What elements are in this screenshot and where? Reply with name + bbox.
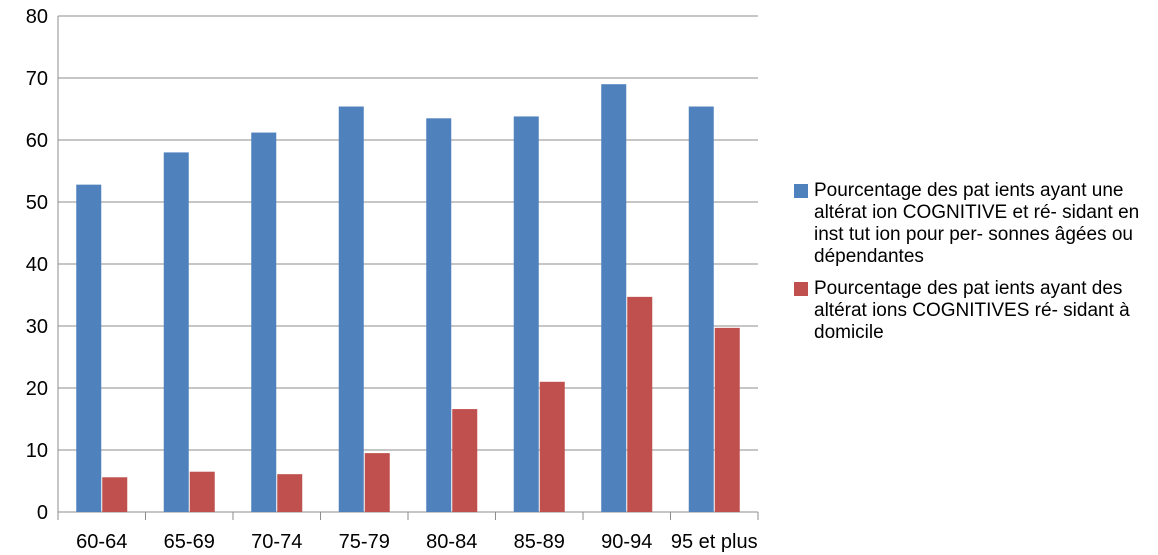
- y-tick-label: 60: [26, 130, 48, 152]
- bar-series-2-80-84: [452, 409, 478, 512]
- y-tick-label: 0: [37, 502, 48, 524]
- bar-series-2-95-et-plus: [714, 327, 740, 512]
- y-tick-label: 10: [26, 440, 48, 462]
- bar-series-2-70-74: [277, 474, 303, 512]
- legend-swatch-series-2: [794, 282, 808, 296]
- x-tick-label: 95 et plus: [671, 531, 758, 553]
- x-tick-label: 65-69: [164, 531, 215, 553]
- y-tick-label: 70: [26, 68, 48, 90]
- x-tick-label: 85-89: [514, 531, 565, 553]
- legend: Pourcentage des pat ients ayant une alté…: [794, 180, 1154, 354]
- x-tick-label: 60-64: [76, 531, 127, 553]
- x-tick-label: 80-84: [426, 531, 477, 553]
- bar-series-1-70-74: [251, 132, 277, 512]
- bar-series-2-65-69: [189, 471, 215, 512]
- bar-series-2-60-64: [102, 477, 128, 512]
- y-tick-label: 30: [26, 316, 48, 338]
- y-tick-label: 20: [26, 378, 48, 400]
- y-tick-label: 40: [26, 254, 48, 276]
- y-tick-label: 80: [26, 6, 48, 28]
- legend-label-series-2: Pourcentage des pat ients ayant des alté…: [814, 278, 1130, 343]
- x-tick-label: 75-79: [339, 531, 390, 553]
- bar-series-2-90-94: [627, 296, 653, 512]
- x-tick-label: 70-74: [251, 531, 302, 553]
- bar-series-1-75-79: [338, 106, 364, 513]
- bar-series-2-85-89: [539, 381, 565, 512]
- legend-label-series-1: Pourcentage des pat ients ayant une alté…: [814, 180, 1140, 267]
- x-tick-label: 90-94: [601, 531, 652, 553]
- legend-item-series-2: Pourcentage des pat ients ayant des alté…: [794, 278, 1154, 344]
- bar-series-1-65-69: [163, 152, 189, 512]
- legend-item-series-1: Pourcentage des pat ients ayant une alté…: [794, 180, 1154, 268]
- bar-series-1-80-84: [426, 118, 452, 513]
- legend-swatch-series-1: [794, 184, 808, 198]
- bar-series-1-60-64: [76, 184, 102, 512]
- bar-series-1-85-89: [513, 116, 539, 512]
- bar-series-1-95-et-plus: [688, 106, 714, 513]
- y-tick-label: 50: [26, 192, 48, 214]
- bar-series-1-90-94: [601, 84, 627, 512]
- bar-series-2-75-79: [364, 453, 390, 512]
